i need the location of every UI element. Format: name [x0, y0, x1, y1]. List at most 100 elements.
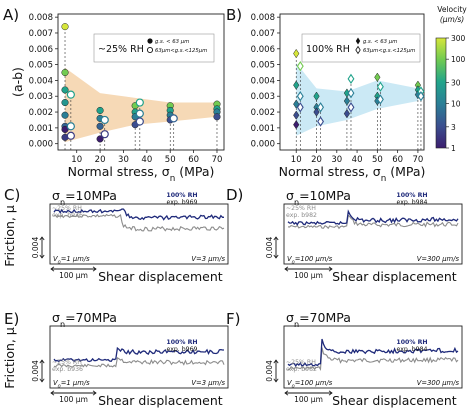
y-tick-label: 0.002 — [29, 108, 53, 118]
axes-frame — [49, 203, 229, 265]
friction-scale-arrows — [39, 236, 45, 259]
label-100rh: 100% RH — [396, 339, 427, 346]
x-axis-title: Shear displacement — [332, 269, 457, 284]
panel-b: 0.000 0.001 0.002 0.003 0.004 0.005 0.006 0.007… — [226, 6, 425, 184]
colorbar-tick-label: 300 — [451, 34, 466, 43]
friction-curve — [53, 213, 225, 232]
panel-title: σn=10MPa — [286, 188, 351, 207]
y-tick-label: 0.007 — [29, 29, 53, 39]
data-point-open — [135, 109, 144, 118]
colorbar-tick-label: 1 — [451, 144, 456, 153]
data-point — [96, 135, 104, 143]
legend-box — [93, 33, 215, 63]
legend-title: 100% RH — [306, 44, 350, 55]
data-point-open — [66, 122, 75, 131]
label-25rh-exp: exp. b936 — [52, 366, 83, 373]
panel-title: σn=10MPa — [52, 188, 117, 207]
data-point — [61, 99, 69, 107]
legend-box — [301, 33, 421, 63]
data-point-open — [317, 102, 325, 113]
data-point — [293, 80, 300, 90]
data-point — [313, 91, 320, 101]
label-25rh: ~25% RH — [286, 359, 316, 366]
displacement-scale-arrows — [50, 390, 97, 396]
colorbar-tick-label: 10 — [451, 100, 461, 109]
colorbar-tick-label: 100 — [451, 55, 466, 64]
axes-frame — [283, 325, 463, 389]
legend-label-small: g.s. < 63 μm — [155, 39, 189, 45]
panel-title: σn=70MPa — [286, 310, 351, 329]
label-100rh-exp: exp. b984 — [397, 199, 428, 206]
velocity-final: V=3 μm/s — [191, 379, 225, 387]
label-100rh-exp: exp. b969 — [167, 199, 198, 206]
velocity-final: V=300 μm/s — [417, 379, 460, 387]
y-tick-label: 0.002 — [251, 108, 275, 118]
x-tick-label: 60 — [188, 155, 199, 165]
y-tick-label: 0.000 — [29, 140, 53, 150]
x-tick-label: 70 — [413, 155, 424, 165]
velocity-initial: V0=1 μm/s — [53, 255, 90, 266]
data-point-open — [347, 102, 355, 113]
data-point-open — [66, 131, 75, 140]
y-axis-title: (a-b) — [10, 67, 25, 97]
displacement-scale-arrows — [50, 266, 97, 272]
x-axis-title: Normal stress, σn (MPa) — [68, 164, 215, 184]
axes-frame — [283, 203, 463, 265]
velocity-final: V=300 μm/s — [417, 255, 460, 263]
panel-letter: E) — [4, 310, 19, 328]
data-point — [313, 107, 320, 117]
panel-title: σn=70MPa — [52, 310, 117, 329]
x-tick-label: 20 — [95, 155, 106, 165]
data-point — [96, 122, 104, 130]
x-tick-label: 60 — [392, 155, 403, 165]
data-point — [293, 110, 300, 120]
y-tick-label: 0.006 — [251, 45, 275, 55]
y-tick-label: 0.000 — [251, 140, 275, 150]
axes-frame — [49, 325, 229, 389]
friction-scale-label: 0.004 — [265, 237, 274, 259]
panel-letter: F) — [226, 310, 240, 328]
legend-label-large: 63μm<g.s.<125μm — [155, 48, 207, 54]
uncertainty-band — [296, 63, 418, 136]
y-tick-label: 0.006 — [29, 45, 53, 55]
data-point-open — [417, 91, 425, 102]
x-tick-label: 50 — [165, 155, 176, 165]
panel-a: 0.000 0.001 0.002 0.003 0.004 0.005 0.006 0.007… — [3, 6, 225, 184]
y-tick-label: 0.004 — [29, 76, 53, 86]
label-100rh: 100% RH — [396, 192, 427, 199]
velocity-initial: V0=1 μm/s — [53, 379, 90, 390]
x-tick-label: 30 — [118, 155, 129, 165]
friction-curve — [53, 346, 224, 363]
friction-curve — [287, 214, 459, 230]
label-25rh-exp: exp. b982 — [286, 366, 317, 373]
friction-curve — [287, 209, 459, 226]
y-tick-label: 0.005 — [251, 61, 275, 71]
y-tick-label: 0.001 — [251, 124, 275, 134]
axes-frame — [57, 13, 225, 151]
friction-scale-arrows — [273, 359, 279, 383]
colorbar-bar — [435, 37, 447, 149]
data-point — [343, 96, 351, 106]
panel-letter: B) — [226, 6, 242, 24]
y-tick-label: 0.008 — [251, 13, 275, 23]
x-axis-title: Shear displacement — [332, 393, 457, 408]
data-point-open — [296, 60, 304, 72]
displacement-scale-arrows — [284, 266, 333, 272]
x-tick-label: 30 — [331, 155, 342, 165]
data-point — [374, 72, 381, 82]
data-point-open — [169, 114, 178, 123]
legend-marker-filled — [355, 37, 361, 45]
label-25rh: ~25% RH — [286, 205, 316, 212]
data-point — [96, 106, 104, 115]
y-tick-label: 0.003 — [251, 92, 275, 102]
data-point-open — [66, 90, 75, 99]
data-point-open — [100, 130, 109, 139]
friction-scale-label: 0.004 — [31, 360, 40, 382]
y-tick-label: 0.004 — [251, 76, 275, 86]
x-tick-label: 70 — [212, 155, 223, 165]
data-point-open — [376, 81, 384, 92]
x-axis-title: Shear displacement — [98, 393, 223, 408]
